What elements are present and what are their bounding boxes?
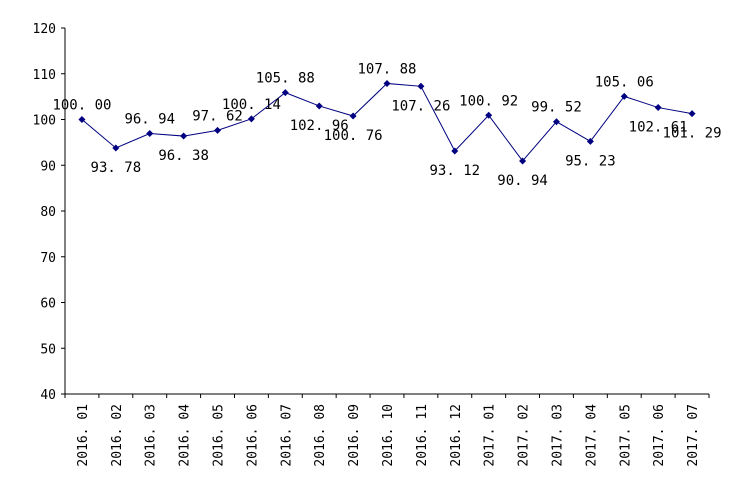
data-label: 107. 88 (357, 61, 416, 77)
x-tick-label: 2016. 03 (144, 404, 159, 467)
y-tick-label: 60 (40, 297, 56, 312)
data-point (146, 129, 154, 137)
x-ticks: 2016. 01 2016. 02 2016. 03 2016. 04 2016. 05… (64, 394, 710, 467)
data-point (247, 115, 255, 123)
data-point (654, 104, 662, 112)
data-label: 101. 29 (663, 126, 722, 142)
x-tick-label: 2016. 05 (212, 404, 227, 467)
data-label: 100. 76 (324, 128, 383, 144)
x-tick-label: 2017. 02 (517, 404, 532, 467)
data-point (519, 157, 527, 165)
y-tick-label: 100 (33, 114, 56, 129)
data-label: 100. 14 (222, 97, 281, 113)
data-label: 93. 78 (91, 160, 142, 176)
data-label: 95. 23 (565, 153, 616, 169)
markers (78, 79, 696, 165)
data-point (349, 112, 357, 120)
data-point (586, 137, 594, 145)
data-point (620, 92, 628, 100)
x-tick-label: 2016. 04 (178, 404, 193, 467)
data-label: 102. 96 (290, 118, 349, 134)
x-tick-label: 2016. 08 (313, 404, 328, 467)
data-point (214, 126, 222, 134)
x-tick-label: 2016. 10 (381, 404, 396, 467)
data-label: 100. 92 (459, 93, 518, 109)
data-label: 99. 52 (531, 100, 582, 116)
data-point (417, 82, 425, 90)
x-tick-label: 2016. 02 (110, 404, 125, 467)
data-label: 97. 62 (192, 108, 243, 124)
data-point (281, 89, 289, 97)
x-tick-label: 2016. 09 (347, 404, 362, 467)
data-label: 90. 94 (497, 173, 548, 189)
data-point (383, 79, 391, 87)
x-tick-label: 2017. 07 (686, 404, 701, 467)
x-tick-label: 2016. 11 (415, 404, 430, 467)
data-label: 107. 26 (391, 98, 450, 114)
x-tick-label: 2016. 01 (76, 404, 91, 467)
x-tick-label: 2017. 01 (483, 404, 498, 467)
x-tick-label: 2016. 06 (245, 404, 260, 467)
data-point (688, 110, 696, 118)
data-point (315, 102, 323, 110)
data-point (552, 118, 560, 126)
x-tick-label: 2016. 07 (279, 404, 294, 467)
y-tick-label: 110 (33, 68, 56, 83)
x-tick-label: 2017. 05 (618, 404, 633, 467)
data-label: 100. 00 (52, 98, 111, 114)
data-point (451, 147, 459, 155)
y-tick-label: 120 (33, 22, 56, 37)
y-tick-label: 90 (40, 159, 56, 174)
y-tick-label: 40 (40, 388, 56, 403)
data-label: 102. 61 (629, 120, 688, 136)
y-tick-label: 50 (40, 342, 56, 357)
data-label: 96. 94 (124, 111, 175, 127)
data-point (180, 132, 188, 140)
x-tick-label: 2017. 06 (652, 404, 667, 467)
x-tick-label: 2016. 12 (449, 404, 464, 467)
y-ticks: 40 50 60 70 80 90 100 110 120 (33, 22, 65, 403)
data-label: 105. 06 (595, 74, 654, 90)
data-point (485, 111, 493, 119)
y-tick-label: 80 (40, 205, 56, 220)
x-tick-label: 2017. 03 (550, 404, 565, 467)
x-tick-label: 2017. 04 (584, 404, 599, 467)
data-label: 105. 88 (256, 71, 315, 87)
data-point (112, 144, 120, 152)
data-label: 93. 12 (430, 163, 481, 179)
data-label: 96. 38 (158, 148, 209, 164)
y-tick-label: 70 (40, 251, 56, 266)
data-point (78, 116, 86, 123)
